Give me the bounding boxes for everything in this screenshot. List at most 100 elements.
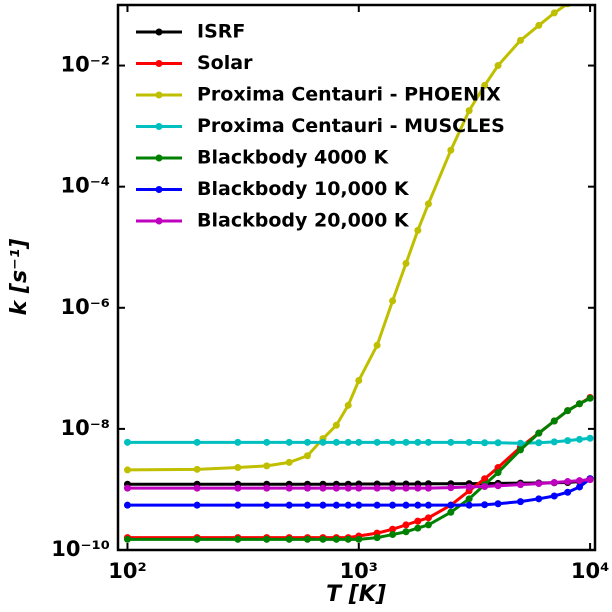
data-point xyxy=(424,514,432,522)
data-point xyxy=(481,439,489,447)
y-tick-label: 10⁻² xyxy=(60,53,110,77)
data-point xyxy=(389,531,397,539)
data-point xyxy=(344,501,352,509)
data-point xyxy=(414,484,422,492)
data-point xyxy=(424,501,432,509)
data-point xyxy=(389,297,397,305)
data-point xyxy=(285,484,293,492)
legend-marker xyxy=(155,28,163,36)
data-point xyxy=(535,495,543,503)
data-point xyxy=(355,501,363,509)
data-point xyxy=(586,476,594,484)
data-point xyxy=(550,438,558,446)
x-axis-label: T [K] xyxy=(326,582,386,607)
data-point xyxy=(494,500,502,508)
data-point xyxy=(285,438,293,446)
data-point xyxy=(550,417,558,425)
plot-area xyxy=(123,5,594,543)
data-point xyxy=(535,439,543,447)
data-point xyxy=(234,501,242,509)
x-tick-label: 10² xyxy=(108,559,146,583)
legend-label: Solar xyxy=(197,52,253,74)
data-point xyxy=(576,483,584,491)
data-point xyxy=(123,535,131,543)
data-point xyxy=(373,341,381,349)
legend-marker xyxy=(155,217,163,225)
data-point xyxy=(424,484,432,492)
data-point xyxy=(564,437,572,445)
data-point xyxy=(465,438,473,446)
data-point xyxy=(344,535,352,543)
data-point xyxy=(303,438,311,446)
data-point xyxy=(123,438,131,446)
data-point xyxy=(465,483,473,491)
data-point xyxy=(123,484,131,492)
legend-marker xyxy=(155,154,163,162)
data-point xyxy=(355,484,363,492)
data-point xyxy=(303,535,311,543)
data-point xyxy=(402,528,410,536)
data-point xyxy=(535,21,543,29)
data-point xyxy=(355,376,363,384)
legend-label: Proxima Centauri - PHOENIX xyxy=(197,84,501,106)
x-tick-label: 10³ xyxy=(340,559,378,583)
data-point xyxy=(586,434,594,442)
data-point xyxy=(465,107,473,115)
legend-label: Blackbody 4000 K xyxy=(197,147,389,169)
data-point xyxy=(389,525,397,533)
legend-marker xyxy=(155,60,163,67)
data-point xyxy=(424,200,432,208)
data-point xyxy=(414,501,422,509)
data-point xyxy=(332,421,340,429)
data-point xyxy=(193,535,201,543)
data-point xyxy=(424,438,432,446)
data-point xyxy=(481,482,489,490)
data-point xyxy=(263,438,271,446)
data-point xyxy=(535,480,543,488)
data-point xyxy=(576,477,584,485)
data-point xyxy=(193,438,201,446)
data-point xyxy=(586,394,594,402)
data-point xyxy=(319,535,327,543)
data-point xyxy=(332,438,340,446)
data-point xyxy=(344,401,352,409)
y-tick-label: 10⁻⁶ xyxy=(60,295,110,319)
data-point xyxy=(303,501,311,509)
data-point xyxy=(481,81,489,89)
legend-label: Blackbody 20,000 K xyxy=(197,210,410,232)
data-point xyxy=(447,501,455,509)
data-point xyxy=(123,466,131,474)
data-point xyxy=(344,484,352,492)
data-point xyxy=(414,517,422,525)
data-point xyxy=(285,458,293,466)
data-point xyxy=(535,429,543,437)
data-point xyxy=(447,438,455,446)
data-point xyxy=(516,36,524,44)
data-point xyxy=(564,407,572,415)
data-point xyxy=(465,501,473,509)
data-point xyxy=(447,508,455,516)
data-point xyxy=(402,521,410,529)
data-point xyxy=(319,484,327,492)
data-point xyxy=(344,438,352,446)
data-point xyxy=(414,226,422,234)
data-point xyxy=(389,501,397,509)
data-point xyxy=(332,535,340,543)
data-point xyxy=(389,438,397,446)
y-tick-label: 10⁻¹⁰ xyxy=(51,537,110,561)
data-point xyxy=(263,535,271,543)
data-point xyxy=(494,482,502,490)
data-point xyxy=(234,464,242,472)
y-axis-label: k [s⁻¹] xyxy=(7,239,32,316)
data-point xyxy=(332,484,340,492)
data-point xyxy=(550,479,558,487)
data-point xyxy=(481,501,489,509)
data-point xyxy=(234,484,242,492)
data-point xyxy=(193,501,201,509)
data-point xyxy=(402,484,410,492)
data-point xyxy=(373,484,381,492)
data-point xyxy=(193,484,201,492)
data-point xyxy=(550,492,558,500)
data-point xyxy=(373,501,381,509)
